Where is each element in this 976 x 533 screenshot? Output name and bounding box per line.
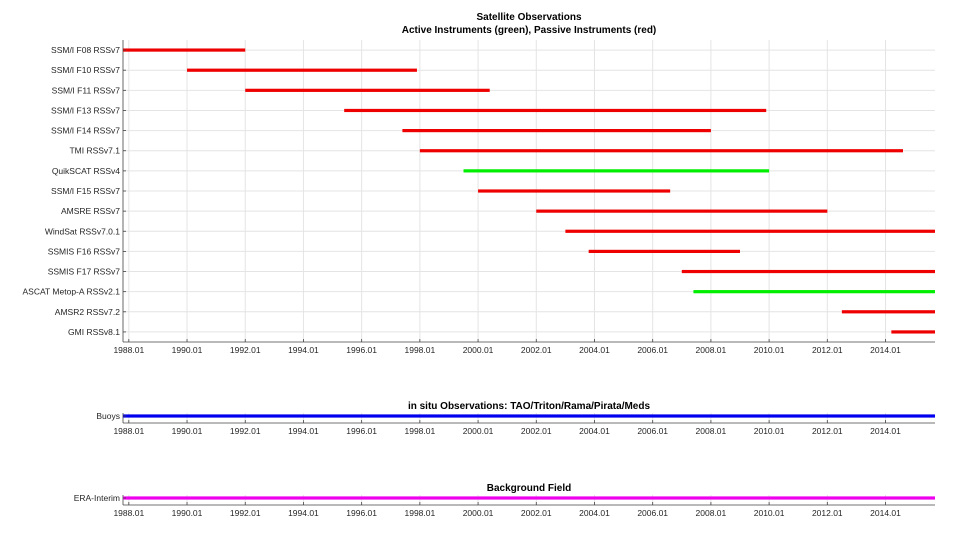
x-tick-label: 1988.01 [113, 426, 144, 436]
x-tick-label: 1990.01 [172, 508, 203, 518]
panel-3 [122, 495, 935, 506]
x-tick-label: 1988.01 [113, 508, 144, 518]
bar-tmi-rssv7-1 [419, 149, 903, 153]
y-tick-label: ASCAT Metop-A RSSv2.1 [23, 287, 121, 297]
x-tick-label: 1994.01 [288, 508, 319, 518]
x-tick-label: 2006.01 [637, 426, 668, 436]
bar-ascat-metop-a-rssv2-1 [693, 290, 935, 294]
x-tick-label: 1998.01 [404, 345, 435, 355]
x-tick-label: 2000.01 [463, 426, 494, 436]
panel-title: in situ Observations: TAO/Triton/Rama/Pi… [408, 401, 651, 412]
x-tick-label: 2008.01 [696, 345, 727, 355]
x-tick-label: 2012.01 [812, 426, 843, 436]
x-tick-label: 2014.01 [870, 426, 901, 436]
x-tick-label: 2008.01 [696, 426, 727, 436]
y-tick-label: SSM/I F15 RSSv7 [51, 186, 120, 196]
y-tick-label: WindSat RSSv7.0.1 [45, 226, 120, 236]
x-tick-label: 2004.01 [579, 345, 610, 355]
chart-title: Satellite Observations [476, 12, 581, 23]
panel-title: Background Field [487, 483, 571, 494]
x-tick-label: 2000.01 [463, 345, 494, 355]
y-tick-label: SSM/I F10 RSSv7 [51, 65, 120, 75]
y-tick-label: AMSRE RSSv7 [61, 206, 120, 216]
x-tick-label: 2012.01 [812, 508, 843, 518]
y-tick-label: SSMIS F16 RSSv7 [48, 246, 121, 256]
x-tick-label: 1994.01 [288, 345, 319, 355]
bar-ssm-i-f13-rssv7 [344, 108, 767, 113]
bar-ssm-i-f14-rssv7 [402, 129, 711, 133]
bar-windsat-rssv7-0-1 [565, 229, 935, 233]
x-tick-label: 2000.01 [463, 508, 494, 518]
x-tick-label: 1992.01 [230, 508, 261, 518]
bar-ssmis-f16-rssv7 [588, 249, 741, 253]
bar-quikscat-rssv4 [463, 169, 770, 173]
bar-amsre-rssv7 [536, 209, 828, 213]
y-tick-label: GMI RSSv8.1 [68, 327, 120, 337]
x-tick-label: 1992.01 [230, 426, 261, 436]
y-tick-label: Buoys [96, 411, 120, 421]
bar-ssm-i-f10-rssv7 [187, 68, 417, 72]
x-tick-label: 1996.01 [346, 426, 377, 436]
panel-1 [122, 40, 935, 343]
x-tick-label: 2010.01 [754, 508, 785, 518]
y-tick-label: SSM/I F11 RSSv7 [52, 85, 121, 95]
y-tick-label: SSMIS F17 RSSv7 [48, 267, 121, 277]
x-tick-label: 2014.01 [870, 345, 901, 355]
panel-2 [122, 413, 935, 424]
x-tick-label: 1998.01 [404, 426, 435, 436]
x-tick-label: 2002.01 [521, 345, 552, 355]
x-tick-label: 1990.01 [172, 426, 203, 436]
chart-subtitle: Active Instruments (green), Passive Inst… [402, 25, 657, 36]
x-tick-label: 2010.01 [754, 345, 785, 355]
y-tick-label: QuikSCAT RSSv4 [52, 166, 120, 176]
x-tick-label: 2014.01 [870, 508, 901, 518]
bar-gmi-rssv8-1 [891, 330, 935, 334]
x-tick-label: 2004.01 [579, 508, 610, 518]
bar-buoys [123, 414, 935, 418]
x-tick-label: 1988.01 [113, 345, 144, 355]
x-tick-label: 2006.01 [637, 508, 668, 518]
x-tick-label: 1990.01 [172, 345, 203, 355]
x-tick-label: 2010.01 [754, 426, 785, 436]
x-tick-label: 1994.01 [288, 426, 319, 436]
y-tick-label: ERA-Interim [74, 493, 120, 503]
x-tick-label: 2004.01 [579, 426, 610, 436]
bar-ssmis-f17-rssv7 [681, 269, 935, 274]
x-tick-label: 2008.01 [696, 508, 727, 518]
x-tick-label: 2012.01 [812, 345, 843, 355]
x-tick-label: 1996.01 [346, 508, 377, 518]
bar-amsr2-rssv7-2 [841, 310, 935, 314]
x-tick-label: 2002.01 [521, 426, 552, 436]
y-tick-label: TMI RSSv7.1 [69, 146, 120, 156]
bar-ssm-i-f11-rssv7 [245, 88, 490, 92]
x-tick-label: 1996.01 [346, 345, 377, 355]
bar-ssm-i-f15-rssv7 [478, 189, 671, 193]
y-tick-label: SSM/I F14 RSSv7 [51, 126, 120, 136]
y-tick-label: SSM/I F13 RSSv7 [51, 105, 120, 115]
bar-ssm-i-f08-rssv7 [123, 48, 246, 52]
x-tick-label: 1992.01 [230, 345, 261, 355]
y-tick-label: AMSR2 RSSv7.2 [55, 307, 120, 317]
x-tick-label: 2002.01 [521, 508, 552, 518]
x-tick-label: 2006.01 [637, 345, 668, 355]
x-tick-label: 1998.01 [404, 508, 435, 518]
y-tick-label: SSM/I F08 RSSv7 [51, 45, 120, 55]
bar-era-interim [123, 496, 935, 500]
